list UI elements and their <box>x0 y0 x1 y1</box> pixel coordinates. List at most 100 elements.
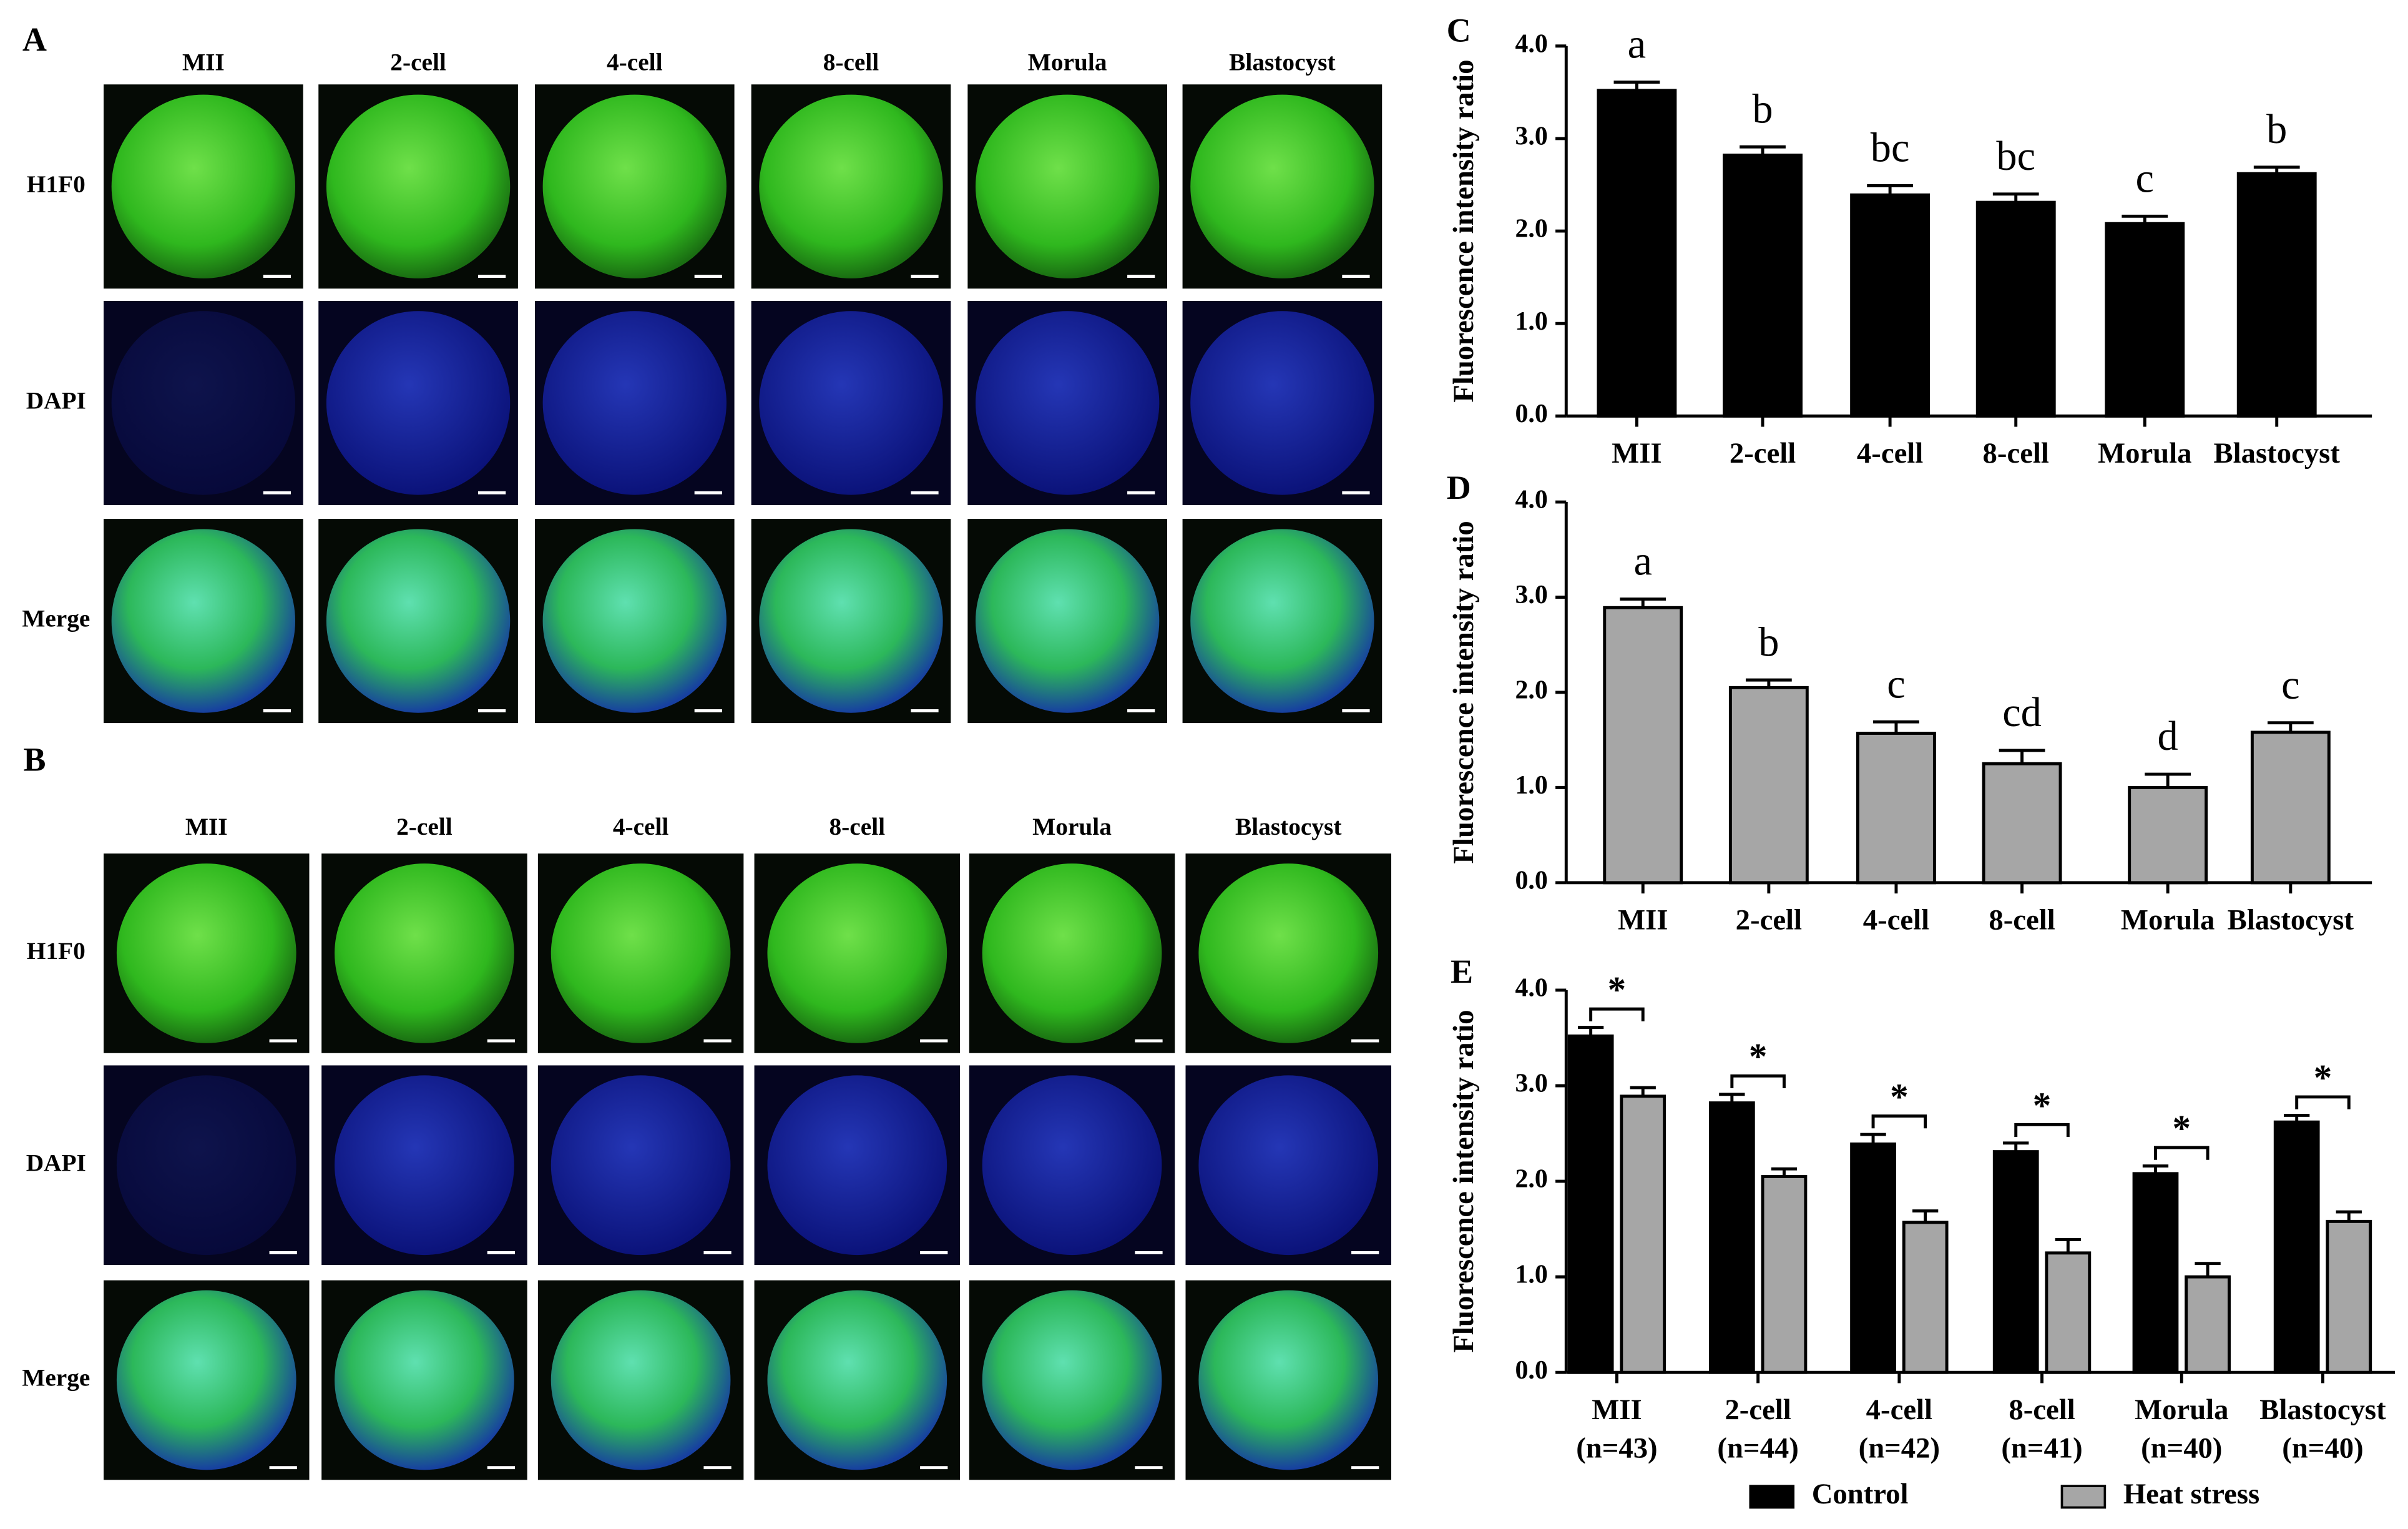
bar <box>1597 89 1677 418</box>
y-axis-label: Fluorescence intensity ratio <box>1447 1010 1480 1353</box>
significance-letter: b <box>2266 107 2287 152</box>
column-label: MII <box>182 48 225 76</box>
bar <box>2236 172 2317 418</box>
panel-label: A <box>22 21 47 58</box>
embryo <box>335 863 514 1043</box>
embryo <box>551 1290 731 1470</box>
bar <box>1603 606 1683 885</box>
embryo <box>551 863 731 1043</box>
y-tick-label: 3.0 <box>1515 581 1548 609</box>
embryo <box>111 529 296 713</box>
x-tick-label: 2-cell <box>1725 1394 1791 1426</box>
significance-mark: * <box>1749 1036 1768 1077</box>
column-label: 4-cell <box>613 813 669 840</box>
embryo <box>759 311 943 495</box>
embryo <box>1198 1290 1379 1470</box>
column-label: Blastocyst <box>1235 813 1341 840</box>
panel-label: E <box>1451 953 1473 990</box>
x-tick-label: 2-cell <box>1730 437 1796 470</box>
column-label: 2-cell <box>396 813 453 840</box>
embryo <box>1198 1075 1379 1256</box>
x-tick-label: Morula <box>2121 903 2215 936</box>
embryo <box>1190 529 1374 713</box>
y-tick-label: 2.0 <box>1515 1165 1548 1194</box>
bar <box>2185 1275 2231 1374</box>
significance-letter: a <box>1628 22 1646 67</box>
significance-letter: b <box>1752 86 1773 132</box>
significance-letter: c <box>2281 662 2299 708</box>
embryo <box>982 1290 1162 1470</box>
bar <box>1708 1101 1755 1374</box>
x-tick-label: 4-cell <box>1866 1394 1932 1426</box>
bar <box>2132 1172 2179 1374</box>
bar <box>1723 154 1803 418</box>
significance-bracket <box>1589 1007 1645 1021</box>
y-tick-label: 4.0 <box>1515 974 1548 1003</box>
significance-letter: d <box>2158 714 2178 759</box>
row-label: H1F0 <box>27 937 86 965</box>
x-tick-label: 8-cell <box>1983 437 2049 470</box>
significance-letter: c <box>2136 155 2154 201</box>
x-tick-label: Morula <box>2135 1394 2228 1426</box>
embryo <box>759 94 943 278</box>
y-tick-label: 1.0 <box>1515 1261 1548 1289</box>
x-tick-label: Blastocyst <box>2259 1394 2386 1426</box>
x-tick-label: Blastocyst <box>2228 903 2354 936</box>
legend-label: Heat stress <box>2123 1478 2259 1510</box>
significance-mark: * <box>1608 969 1627 1010</box>
legend-swatch <box>2060 1485 2107 1509</box>
x-tick-label: 4-cell <box>1863 903 1929 936</box>
significance-mark: * <box>2173 1108 2191 1149</box>
x-tick-label: MII <box>1618 903 1668 936</box>
embryo <box>116 1075 296 1256</box>
column-label: 8-cell <box>823 48 879 76</box>
embryo <box>335 1075 514 1256</box>
x-tick-label: Morula <box>2098 437 2191 470</box>
y-tick-label: 3.0 <box>1515 122 1548 151</box>
column-label: Blastocyst <box>1229 48 1335 76</box>
embryo <box>1190 94 1374 278</box>
embryo <box>976 311 1160 495</box>
bar <box>2326 1219 2372 1374</box>
panel-label: C <box>1447 12 1471 49</box>
significance-bracket <box>1871 1114 1927 1129</box>
sample-size-label: (n=42) <box>1859 1432 1940 1464</box>
significance-letter: a <box>1633 539 1652 584</box>
sample-size-label: (n=40) <box>2282 1432 2363 1464</box>
embryo <box>982 1075 1162 1256</box>
bar <box>1761 1174 1808 1374</box>
y-axis-label: Fluorescence intensity ratio <box>1447 60 1480 403</box>
embryo <box>335 1290 514 1470</box>
embryo <box>982 863 1162 1043</box>
x-tick-label: 4-cell <box>1857 437 1923 470</box>
column-label: 2-cell <box>390 48 446 76</box>
bar <box>1567 1034 1614 1374</box>
bar <box>1856 732 1936 885</box>
y-axis-label: Fluorescence intensity ratio <box>1447 521 1480 863</box>
significance-bracket <box>2295 1095 2351 1109</box>
sample-size-label: (n=41) <box>2001 1432 2082 1464</box>
significance-mark: * <box>2314 1057 2332 1098</box>
x-tick-label: MII <box>1592 1394 1642 1426</box>
sample-size-label: (n=40) <box>2141 1432 2222 1464</box>
y-tick-label: 4.0 <box>1515 29 1548 58</box>
y-tick-label: 1.0 <box>1515 771 1548 800</box>
column-label: Morula <box>1032 813 1112 840</box>
y-tick-label: 0.0 <box>1515 866 1548 895</box>
column-label: 8-cell <box>830 813 886 840</box>
x-tick-label: 8-cell <box>1989 903 2055 936</box>
column-label: MII <box>185 813 228 840</box>
bar <box>2045 1251 2092 1374</box>
bar <box>2250 730 2331 885</box>
bar <box>1620 1094 1667 1374</box>
y-tick-label: 4.0 <box>1515 486 1548 514</box>
embryo <box>326 529 511 713</box>
row-label: Merge <box>22 1364 90 1392</box>
y-tick-label: 2.0 <box>1515 215 1548 243</box>
row-label: Merge <box>22 605 90 632</box>
significance-bracket <box>1730 1074 1786 1088</box>
embryo <box>542 311 727 495</box>
significance-letter: c <box>1887 661 1905 707</box>
bar <box>1992 1150 2039 1374</box>
significance-letter: bc <box>1996 134 2035 179</box>
